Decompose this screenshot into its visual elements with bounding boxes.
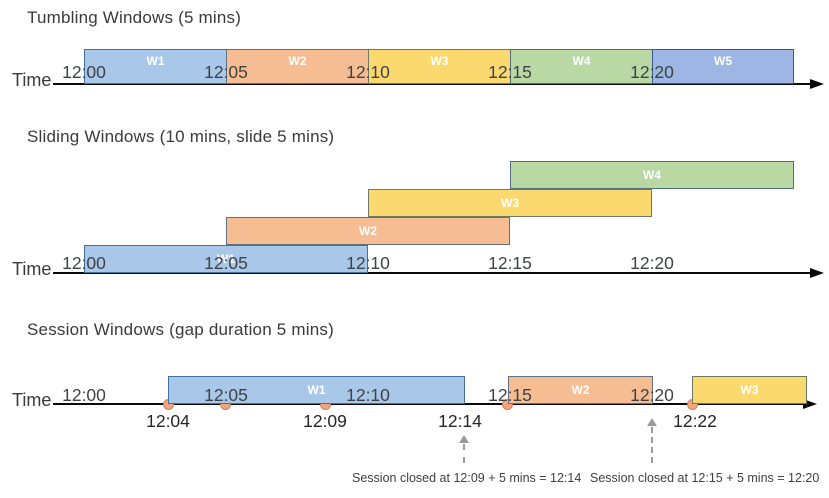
session-title: Session Windows (gap duration 5 mins) (27, 320, 334, 339)
sliding-tick-12-20: 12:20 (630, 253, 674, 273)
sliding-tick-12-05: 12:05 (204, 253, 248, 273)
tumbling-window-w5: W5 (652, 49, 794, 84)
tumbling-window-w3: W3 (368, 49, 511, 84)
sliding-tick-12-15: 12:15 (488, 253, 532, 273)
event-dot-12-15 (501, 398, 513, 410)
sliding-tick-12-00: 12:00 (62, 253, 106, 273)
sliding-window-w2: W2 (226, 217, 510, 245)
session-tick-12-15: 12:15 (488, 385, 532, 405)
event-label-12-04: 12:04 (146, 411, 190, 431)
event-label-12-09: 12:09 (303, 411, 347, 431)
sliding-time-axis-label: Time (12, 259, 52, 279)
event-label-12-14: 12:14 (438, 411, 482, 431)
tumbling-tick-12-00: 12:00 (62, 62, 106, 82)
session-close-arrow-line (463, 444, 465, 463)
window-label: W4 (572, 54, 591, 68)
tumbling-time-axis-label: Time (12, 70, 52, 90)
session-tick-12-00: 12:00 (62, 385, 106, 405)
event-label-12-22: 12:22 (673, 411, 717, 431)
sliding-title: Sliding Windows (10 mins, slide 5 mins) (27, 127, 335, 146)
session-close-annotation-1: Session closed at 12:09 + 5 mins = 12:14 (352, 471, 582, 485)
session-close-arrow-icon (647, 418, 657, 426)
tumbling-axis-arrow-icon (810, 78, 824, 89)
tumbling-window-w1: W1 (84, 49, 227, 84)
window-label: W2 (288, 54, 307, 68)
window-label: W4 (643, 168, 661, 182)
session-time-axis-label: Time (12, 390, 52, 410)
session-close-arrow-icon (459, 435, 469, 443)
window-label: W1 (217, 252, 235, 266)
sliding-axis-arrow-icon (810, 267, 824, 278)
window-label: W5 (714, 54, 732, 68)
session-tick-12-10: 12:10 (346, 385, 390, 405)
sliding-window-w4: W4 (510, 161, 794, 189)
tumbling-window-w2: W2 (226, 49, 369, 84)
tumbling-tick-12-05: 12:05 (204, 62, 248, 82)
session-tick-12-05: 12:05 (204, 385, 248, 405)
tumbling-title: Tumbling Windows (5 mins) (27, 8, 242, 27)
window-label: W2 (571, 383, 590, 397)
window-label: W3 (740, 383, 759, 397)
sliding-window-w3: W3 (368, 189, 652, 217)
window-label: W3 (430, 54, 449, 68)
tumbling-tick-12-15: 12:15 (488, 62, 532, 82)
window-label: W3 (501, 196, 519, 210)
session-close-annotation-2: Session closed at 12:15 + 5 mins = 12:20 (590, 471, 820, 485)
session-window-w1: W1 (168, 376, 465, 404)
session-window-w2: W2 (508, 376, 653, 404)
tumbling-tick-12-10: 12:10 (346, 62, 390, 82)
session-window-w3: W3 (692, 376, 807, 404)
sliding-window-w1: W1 (84, 245, 368, 273)
session-close-arrow-line (651, 427, 653, 463)
sliding-time-axis (53, 271, 810, 274)
tumbling-tick-12-20: 12:20 (630, 62, 674, 82)
session-tick-12-20: 12:20 (630, 385, 674, 405)
window-label: W2 (359, 224, 377, 238)
session-axis-arrow-icon (803, 398, 817, 409)
window-label: W1 (307, 383, 326, 397)
window-label: W1 (146, 54, 165, 68)
sliding-tick-12-10: 12:10 (346, 253, 390, 273)
